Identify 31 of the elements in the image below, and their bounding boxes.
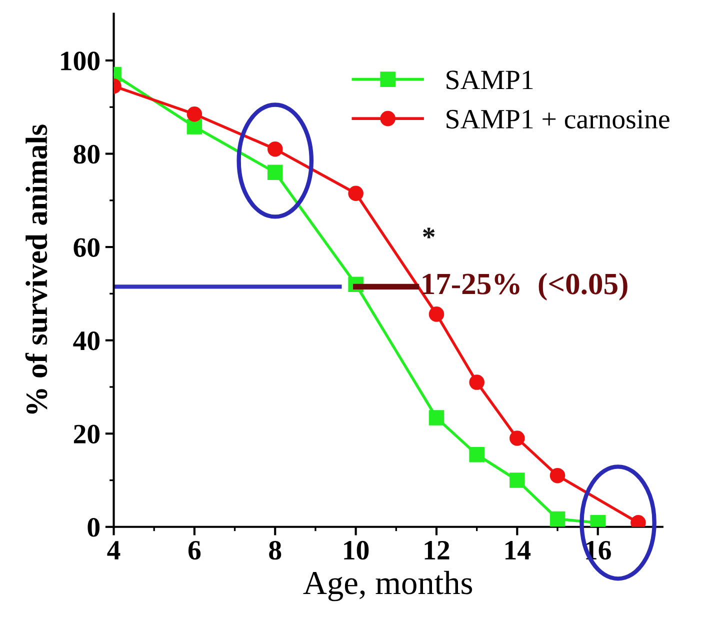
y-tick-label: 40 — [73, 331, 100, 350]
y-axis-title: % of survived animals — [25, 124, 48, 414]
annotation: * — [423, 228, 435, 238]
y-tick-label: 60 — [74, 238, 100, 257]
point — [186, 119, 202, 134]
annotation: 17-25% (<0.05) — [422, 272, 628, 301]
y-tick-label: 20 — [74, 424, 100, 444]
point — [267, 141, 283, 157]
x-tick-label: 14 — [506, 541, 531, 560]
x-tick-label: 8 — [269, 540, 282, 560]
point — [510, 430, 525, 446]
y-tick-label: 0 — [88, 518, 100, 537]
x-axis-title: Age, months — [303, 570, 472, 602]
point — [186, 106, 202, 122]
point — [428, 410, 444, 426]
y-tick-label: 100 — [61, 52, 100, 70]
point — [510, 472, 525, 488]
point — [550, 468, 566, 484]
point — [428, 306, 444, 322]
legend-label: SAMP1 — [446, 70, 533, 90]
legend-label: SAMP1 + carnosine — [446, 110, 670, 129]
point — [267, 164, 283, 180]
point — [469, 446, 484, 462]
x-tick-label: 4 — [107, 541, 120, 560]
x-tick-label: 6 — [188, 540, 201, 560]
point — [469, 374, 484, 390]
x-tick-label: 12 — [424, 540, 450, 560]
point — [348, 186, 364, 202]
y-tick-label: 80 — [74, 144, 100, 164]
point — [550, 511, 566, 527]
x-tick-label: 10 — [344, 540, 369, 560]
